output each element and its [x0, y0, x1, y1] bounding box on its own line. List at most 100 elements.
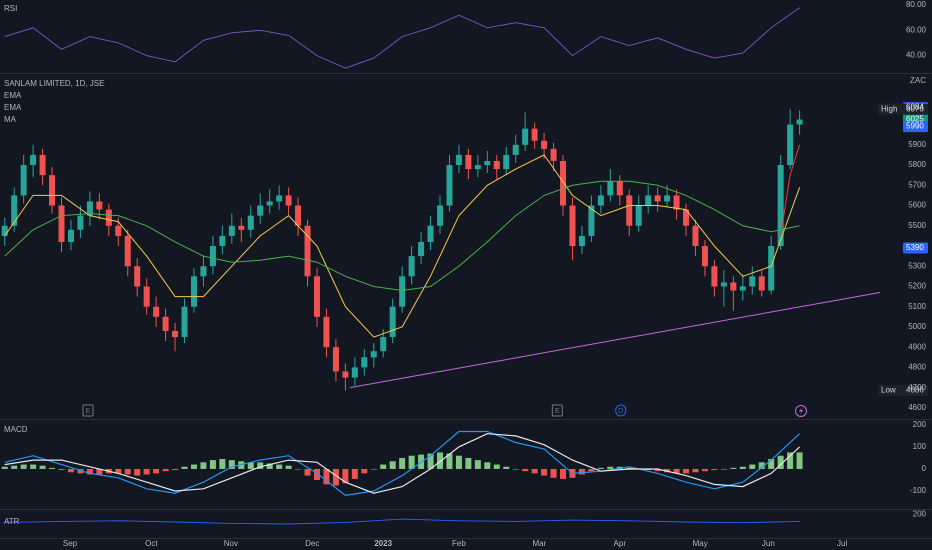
candle-body — [105, 209, 112, 226]
histogram-bar — [787, 452, 794, 469]
histogram-bar — [323, 468, 330, 485]
candle-body — [257, 205, 264, 216]
candle-body — [616, 181, 623, 196]
candle-body — [408, 256, 415, 277]
histogram-bar — [701, 468, 708, 472]
event-marker — [82, 404, 94, 417]
histogram-bar — [777, 455, 784, 469]
candle-body — [49, 175, 56, 206]
histogram-bar — [209, 460, 216, 469]
histogram-bar — [446, 453, 453, 469]
event-marker — [551, 404, 563, 417]
candle-body — [304, 225, 311, 277]
y-tick-label: 5600 — [908, 201, 926, 210]
histogram-bar — [86, 468, 93, 475]
event-label: E — [555, 408, 560, 415]
histogram-bar — [11, 465, 18, 469]
price-badge-label: 6025 — [906, 115, 924, 124]
histogram-bar — [673, 468, 680, 474]
event-marker — [615, 404, 627, 417]
high-label: High — [881, 104, 897, 113]
histogram-bar — [474, 460, 481, 469]
y-tick-label: 200 — [913, 420, 927, 429]
candle-body — [427, 225, 434, 242]
y-tick-label: 5200 — [908, 282, 926, 291]
histogram-bar — [739, 466, 746, 469]
labels: SANLAM LIMITED, 1D, JSE EMA EMA MA ZAC R… — [4, 0, 927, 548]
histogram-bar — [588, 468, 595, 472]
candle-body — [361, 357, 368, 368]
y-tick-label: 5800 — [908, 160, 926, 169]
candle-body — [597, 195, 604, 206]
histogram-bar — [295, 468, 302, 470]
candle-body — [399, 276, 406, 307]
series-line — [4, 154, 801, 338]
histogram-bar — [20, 464, 27, 469]
histogram-bar — [711, 468, 718, 471]
candle-body — [332, 347, 339, 372]
y-tick-label: 4700 — [908, 383, 926, 392]
histogram-bar — [143, 468, 150, 475]
candle-body — [777, 165, 784, 246]
histogram-bar — [389, 461, 396, 469]
candle-body — [455, 154, 462, 166]
histogram-bar — [313, 468, 320, 480]
histogram-bar — [427, 453, 434, 469]
candle-body — [20, 165, 27, 196]
candle-body — [474, 165, 481, 170]
candle-body — [711, 266, 718, 287]
histogram-bar — [692, 468, 699, 473]
x-tick-label: Apr — [614, 539, 627, 548]
series-line — [4, 518, 800, 525]
histogram-bar — [796, 452, 803, 469]
histogram-bar — [342, 468, 349, 484]
candle-body — [30, 154, 37, 166]
histogram-bar — [247, 462, 254, 469]
histogram-bar — [58, 468, 65, 471]
histogram-bar — [455, 455, 462, 469]
candle-body — [228, 225, 235, 236]
y-tick-label: -100 — [910, 486, 927, 495]
histogram-bar — [560, 468, 567, 479]
histogram-bar — [162, 468, 169, 472]
histogram-bar — [484, 462, 491, 469]
histogram-bar — [730, 467, 737, 469]
histogram-bar — [503, 466, 510, 469]
candle-body — [134, 266, 141, 287]
candle-body — [437, 205, 443, 226]
marks — [1, 7, 928, 525]
candle-body — [153, 306, 160, 317]
candle-body — [162, 316, 169, 331]
candle-body — [11, 195, 18, 226]
histogram-bar — [257, 462, 264, 469]
candle-body — [238, 225, 245, 230]
alert-icon — [795, 405, 807, 417]
candle-body — [351, 367, 358, 378]
candle-body — [796, 119, 803, 125]
low-label: Low — [881, 386, 896, 395]
histogram-bar — [512, 468, 519, 470]
x-tick-label: Sep — [63, 539, 78, 548]
currency: ZAC — [910, 76, 926, 85]
histogram-bar — [266, 463, 273, 469]
histogram-bar — [30, 464, 37, 469]
y-tick-label: 200 — [913, 509, 927, 518]
y-tick-label: 5900 — [908, 140, 926, 149]
candle-body — [588, 205, 595, 236]
candle-body — [522, 128, 529, 145]
candle-body — [143, 286, 150, 307]
x-tick-label: Jul — [837, 539, 847, 548]
candle-body — [389, 306, 396, 338]
histogram-bar — [219, 459, 226, 469]
histogram-bar — [607, 466, 614, 469]
y-tick-label: 100 — [913, 442, 927, 451]
candle-body — [730, 282, 737, 291]
candle-body — [285, 195, 292, 206]
candle-body — [446, 165, 453, 206]
histogram-bar — [597, 467, 604, 469]
histogram-bar — [768, 459, 775, 469]
panel-title: RSI — [4, 4, 17, 13]
event-label: D — [618, 408, 623, 415]
candle-body — [200, 266, 207, 277]
histogram-bar — [228, 460, 235, 469]
